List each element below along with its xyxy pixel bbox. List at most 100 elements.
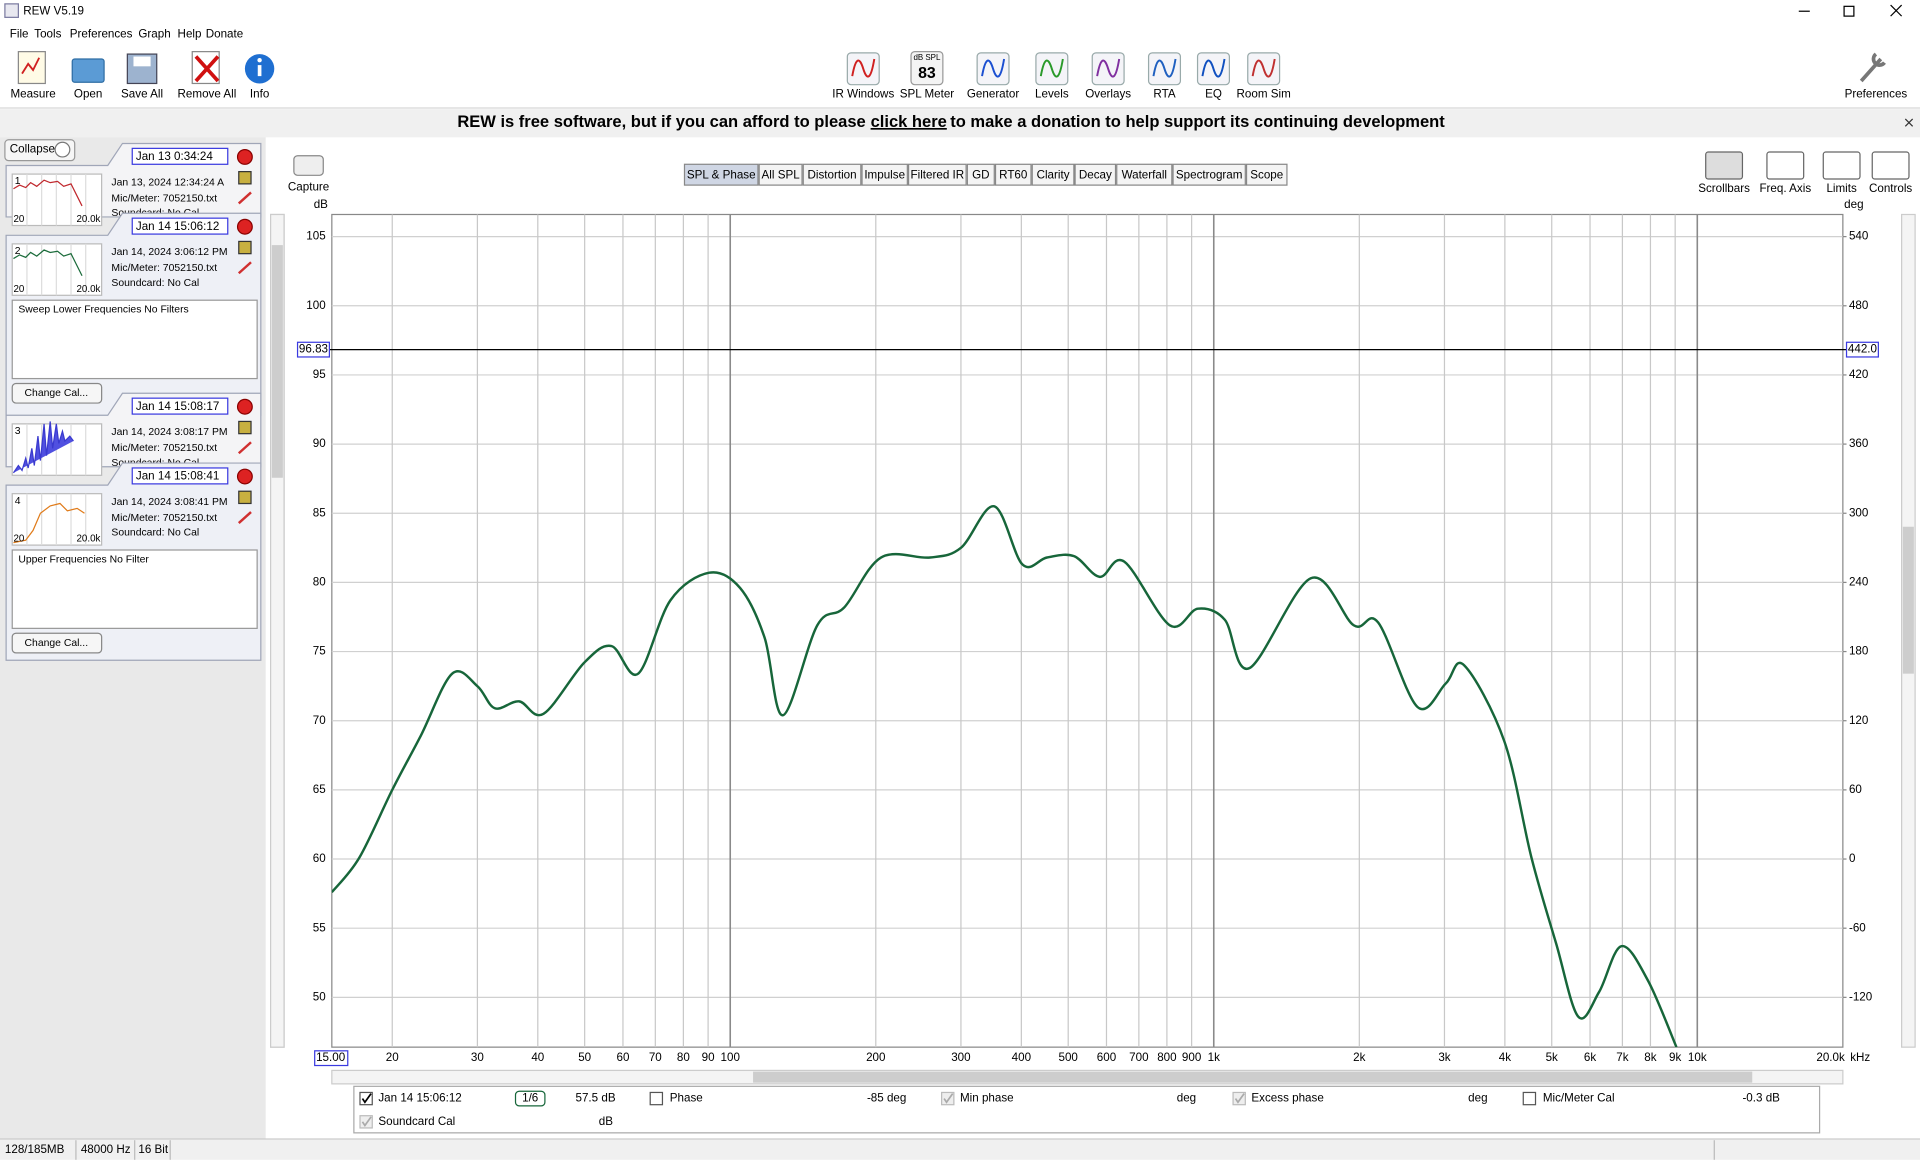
menu-item[interactable]: Graph xyxy=(138,28,170,41)
x-range-label: 20.0k xyxy=(1816,1051,1845,1064)
checkmark xyxy=(1234,1093,1245,1104)
toolbar-button[interactable]: Overlays xyxy=(1085,88,1131,101)
graph-icon[interactable] xyxy=(1766,151,1805,180)
graph-tab[interactable] xyxy=(683,163,759,186)
remove-measurement[interactable] xyxy=(236,398,253,415)
toolbar-button[interactable]: Open xyxy=(74,88,102,101)
checkbox[interactable] xyxy=(1522,1091,1537,1106)
graph-tab-label[interactable]: SPL & Phase xyxy=(687,168,756,181)
graph-tab-label[interactable]: All SPL xyxy=(762,168,801,181)
app-icon xyxy=(4,3,19,18)
graph-tab-label[interactable]: Scope xyxy=(1250,168,1283,181)
toolbar-button[interactable]: Save All xyxy=(121,88,163,101)
graph-tab[interactable] xyxy=(994,163,1032,186)
graph-tool-label[interactable]: Capture xyxy=(288,181,329,194)
smoothing-box[interactable] xyxy=(514,1090,546,1107)
date-box[interactable] xyxy=(131,467,229,485)
edit-icon[interactable] xyxy=(238,490,252,505)
graph-tab[interactable] xyxy=(907,163,967,186)
graph-tab[interactable] xyxy=(802,163,862,186)
date-box-text: Jan 14 15:08:41 xyxy=(136,470,219,483)
graph-tool-label[interactable]: Limits xyxy=(1826,182,1857,195)
graph-tab-label[interactable]: Impulse xyxy=(864,168,905,181)
h-scroll-thumb[interactable] xyxy=(753,1071,1753,1083)
menu-item[interactable]: File xyxy=(10,28,29,41)
menu-item[interactable]: Help xyxy=(178,28,202,41)
graph-tab[interactable] xyxy=(758,163,803,186)
edit-icon[interactable] xyxy=(238,171,252,185)
notes-box[interactable] xyxy=(11,549,258,629)
graph-tab[interactable] xyxy=(966,163,995,186)
remove-measurement[interactable] xyxy=(236,218,253,235)
menu-item[interactable]: Donate xyxy=(206,28,244,41)
status-text: 48000 Hz xyxy=(81,1143,131,1156)
toolbar-button[interactable]: IR Windows xyxy=(832,88,894,101)
restore-button[interactable] xyxy=(1843,5,1855,17)
graph-tab[interactable] xyxy=(1245,163,1288,186)
graph-tab-label[interactable]: Distortion xyxy=(807,168,856,181)
notes-box[interactable] xyxy=(11,299,258,380)
graph-tab-label[interactable]: Filtered IR xyxy=(911,168,965,181)
y-tick-label: 75 xyxy=(313,645,326,658)
graph-tool-label[interactable]: Controls xyxy=(1869,182,1912,195)
graph-tab-label[interactable]: Spectrogram xyxy=(1176,168,1243,181)
graph-tool-label[interactable]: Scrollbars xyxy=(1698,182,1750,195)
graph-tab[interactable] xyxy=(1074,163,1117,186)
toolbar-button[interactable]: Remove All xyxy=(178,88,237,101)
toolbar-button[interactable]: Levels xyxy=(1035,88,1069,101)
edit-icon[interactable] xyxy=(238,240,252,255)
change-cal-label[interactable]: Change Cal... xyxy=(25,638,89,649)
graph-tab[interactable] xyxy=(1172,163,1246,186)
cursor-box[interactable] xyxy=(296,341,330,358)
toolbar-button[interactable]: Preferences xyxy=(1845,88,1908,101)
edit-icon[interactable] xyxy=(238,420,252,435)
graph-tab[interactable] xyxy=(1031,163,1075,186)
graph-icon[interactable] xyxy=(293,155,324,176)
graph-tab-label[interactable]: Waterfall xyxy=(1122,168,1167,181)
date-box[interactable] xyxy=(131,217,229,235)
x-tick-label: 400 xyxy=(1012,1051,1032,1064)
cursor-box[interactable] xyxy=(1845,341,1879,358)
banner-link[interactable]: click here xyxy=(871,112,947,131)
toolbar-button[interactable]: Room Sim xyxy=(1237,88,1291,101)
graph-tab[interactable] xyxy=(861,163,908,186)
menu-item[interactable]: Tools xyxy=(34,28,61,41)
toolbar-button[interactable]: EQ xyxy=(1205,88,1222,101)
measurement-date: Jan 14, 2024 3:08:17 PM xyxy=(111,427,227,438)
x-tick-label: 300 xyxy=(951,1051,971,1064)
graph-tab-label[interactable]: RT60 xyxy=(999,168,1028,181)
toolbar-button[interactable]: Measure xyxy=(10,88,55,101)
remove-measurement[interactable] xyxy=(236,468,253,485)
banner-text: REW is free software, but if you can aff… xyxy=(457,112,865,131)
v-scroll-thumb[interactable] xyxy=(1902,526,1914,674)
x-range-box[interactable] xyxy=(314,1050,349,1067)
remove-measurement[interactable] xyxy=(236,148,253,165)
graph-icon[interactable] xyxy=(1705,151,1744,180)
change-cal-button[interactable] xyxy=(11,382,103,404)
menu-item[interactable]: Preferences xyxy=(70,28,133,41)
graph-tab[interactable] xyxy=(1116,163,1173,186)
graph-tab-label[interactable]: Clarity xyxy=(1037,168,1070,181)
graph-tab-label[interactable]: Decay xyxy=(1079,168,1112,181)
legend-label[interactable]: Phase xyxy=(670,1092,703,1105)
graph-icon[interactable] xyxy=(1822,151,1861,180)
date-box[interactable] xyxy=(131,147,229,165)
toolbar-button[interactable]: Info xyxy=(250,88,269,101)
v-scroll-thumb[interactable] xyxy=(271,245,283,478)
legend-entry[interactable]: Jan 14 15:06:12 xyxy=(378,1092,461,1105)
toolbar-button[interactable]: Generator xyxy=(967,88,1019,101)
x-axis-unit: kHz xyxy=(1850,1051,1870,1064)
graph-icon[interactable] xyxy=(1871,151,1910,180)
graph-tab-label[interactable]: GD xyxy=(972,168,989,181)
y2-tick-label: 300 xyxy=(1849,506,1869,519)
graph-tool-label[interactable]: Freq. Axis xyxy=(1759,182,1811,195)
change-cal-button[interactable] xyxy=(11,632,103,654)
legend-value: deg xyxy=(1177,1092,1196,1105)
checkbox[interactable] xyxy=(649,1091,664,1106)
toolbar-button[interactable]: SPL Meter xyxy=(900,88,955,101)
date-box[interactable] xyxy=(131,397,229,415)
legend-label[interactable]: Mic/Meter Cal xyxy=(1543,1092,1615,1105)
toolbar-button[interactable]: RTA xyxy=(1153,88,1175,101)
change-cal-label[interactable]: Change Cal... xyxy=(25,388,89,399)
collapse-label[interactable]: Collapse xyxy=(10,143,55,156)
